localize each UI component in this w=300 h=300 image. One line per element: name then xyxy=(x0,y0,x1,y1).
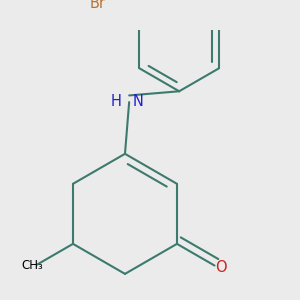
Text: CH₃: CH₃ xyxy=(22,259,44,272)
Text: O: O xyxy=(215,260,227,275)
Text: Br: Br xyxy=(90,0,106,11)
Text: H: H xyxy=(111,94,122,109)
Text: N: N xyxy=(133,94,143,109)
